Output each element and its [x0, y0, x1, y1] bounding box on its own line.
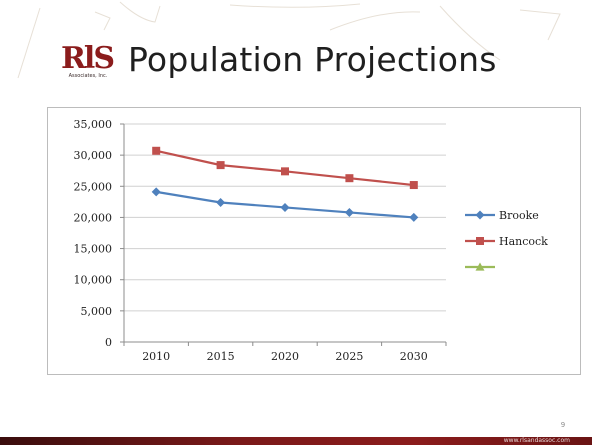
y-tick-label: 0 — [105, 336, 112, 349]
legend-marker-hancock — [476, 237, 484, 245]
footer-url: www.rlsandassoc.com — [503, 437, 570, 444]
y-tick-label: 10,000 — [74, 274, 113, 287]
hancock-point — [345, 174, 354, 183]
brooke-point — [216, 197, 226, 207]
y-tick-label: 20,000 — [74, 211, 113, 224]
hancock-point — [281, 167, 289, 176]
y-tick-label: 35,000 — [74, 118, 113, 131]
legend-marker-brooke — [475, 210, 485, 220]
y-tick-label: 5,000 — [81, 305, 113, 318]
brooke-point — [344, 207, 354, 217]
x-tick-label: 2015 — [207, 350, 235, 363]
legend-marker-unnamed-series — [475, 262, 485, 271]
y-tick-label: 30,000 — [74, 149, 113, 162]
svg-text:Associates, Inc.: Associates, Inc. — [69, 73, 108, 79]
hancock-point — [152, 146, 161, 155]
page-title: Population Projections — [128, 40, 497, 79]
x-tick-label: 2020 — [271, 350, 299, 363]
y-tick-label: 25,000 — [74, 180, 113, 193]
legend-label-hancock: Hancock — [499, 235, 548, 248]
footer-bar: www.rlsandassoc.com — [0, 437, 592, 445]
page-number: 9 — [560, 421, 566, 429]
decorative-background-lines — [17, 1, 561, 79]
x-tick-label: 2030 — [400, 350, 428, 363]
brooke-point — [280, 202, 290, 212]
rls-logo: RlS Associates, Inc. — [61, 41, 115, 79]
legend-label-brooke: Brooke — [499, 209, 539, 222]
brooke-point — [409, 212, 419, 222]
hancock-point — [216, 161, 225, 170]
brooke-point — [151, 187, 161, 197]
x-tick-label: 2025 — [335, 350, 363, 363]
x-tick-label: 2010 — [142, 350, 170, 363]
y-tick-label: 15,000 — [74, 243, 113, 256]
hancock-point — [409, 181, 418, 190]
